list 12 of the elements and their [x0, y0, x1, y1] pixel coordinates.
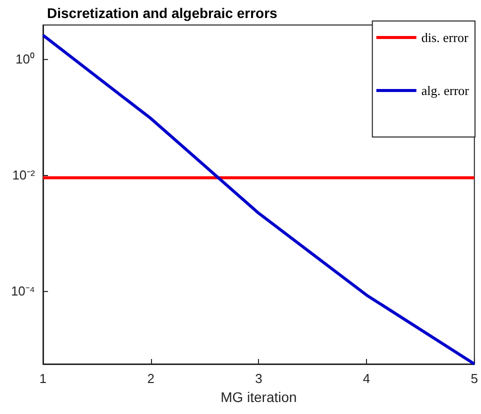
y-tick-label: 10⁻²	[12, 168, 36, 183]
chart-title: Discretization and algebraic errors	[47, 5, 278, 21]
x-axis-title: MG iteration	[220, 389, 297, 405]
x-tick-label: 1	[39, 371, 47, 386]
x-tick-label: 2	[147, 371, 154, 386]
legend-label: dis. error	[421, 30, 469, 45]
legend-label: alg. error	[421, 83, 470, 98]
y-tick-label: 10⁻⁴	[10, 284, 35, 299]
x-tick-label: 3	[255, 371, 262, 386]
x-tick-label: 4	[362, 371, 370, 386]
x-tick-label: 5	[470, 371, 478, 386]
y-tick-label: 10⁰	[16, 52, 35, 67]
